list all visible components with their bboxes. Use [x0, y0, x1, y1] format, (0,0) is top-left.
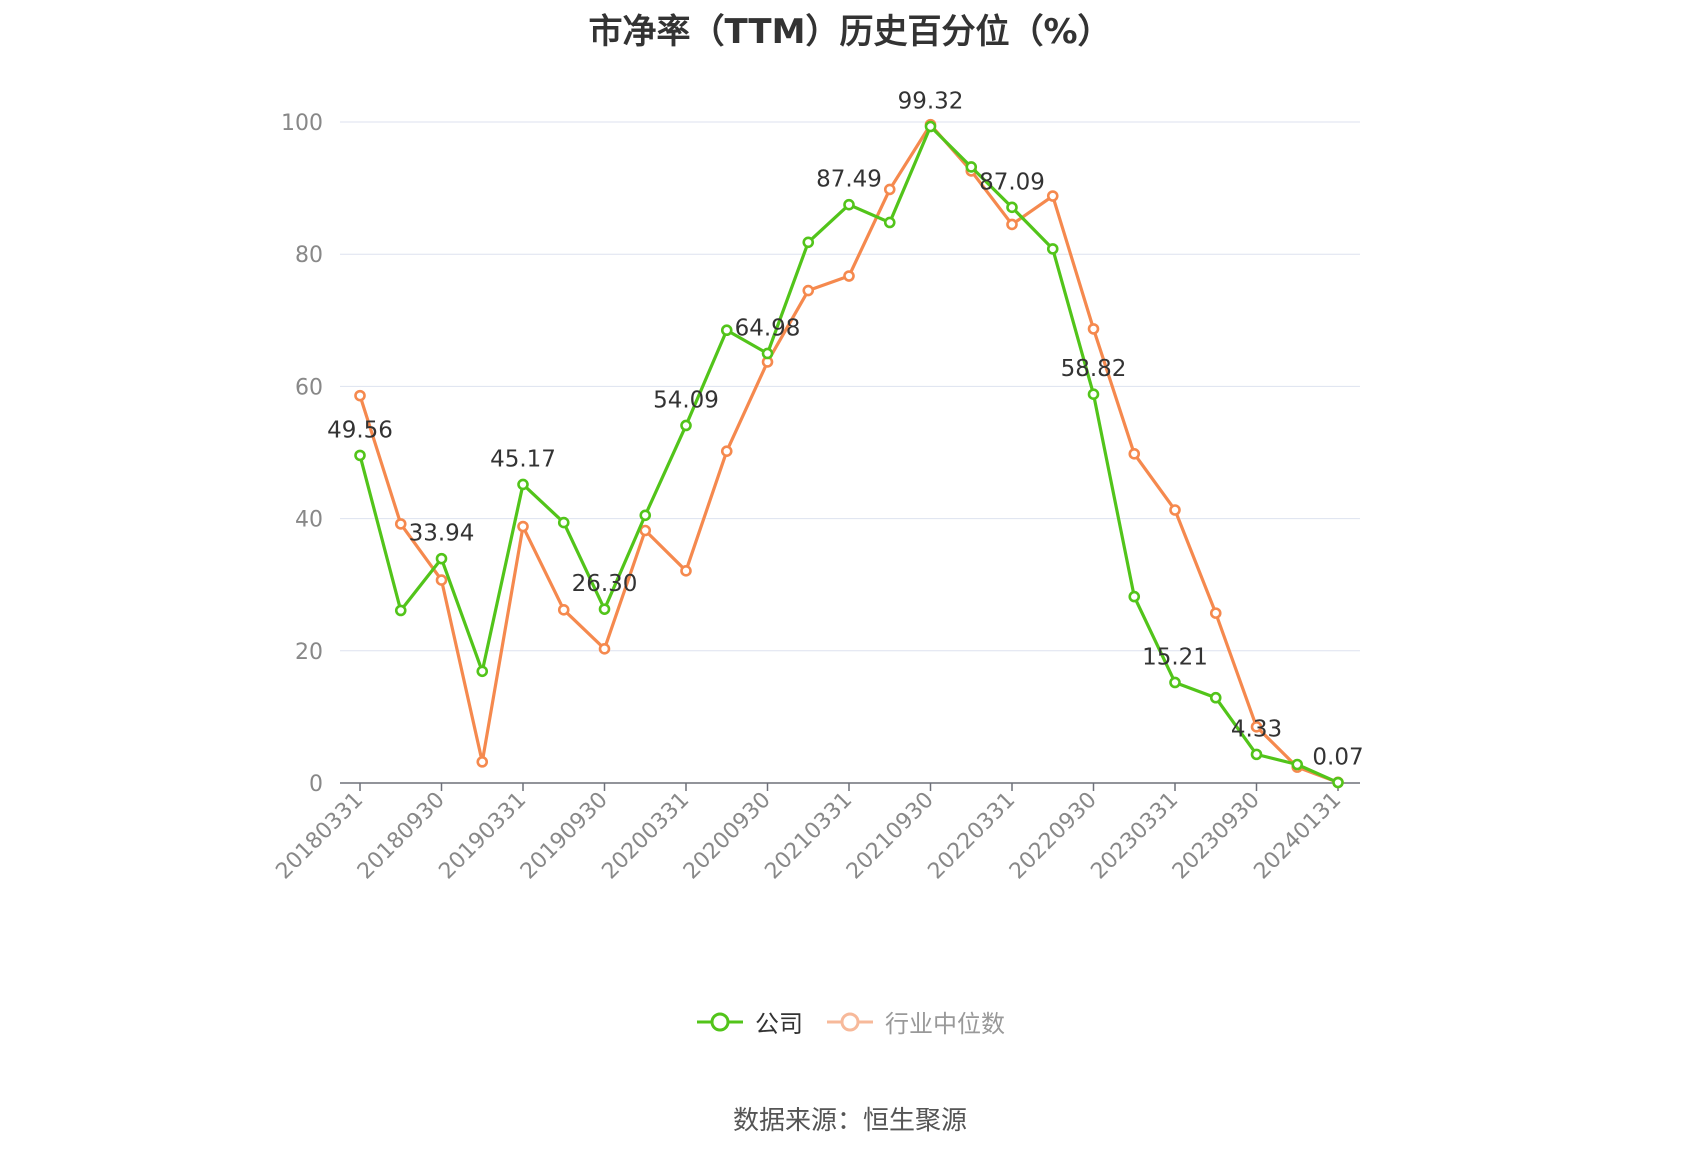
x-tick-label: 20200930 — [679, 788, 776, 885]
x-tick-label: 20180930 — [353, 788, 450, 885]
data-point — [354, 449, 366, 462]
data-point — [924, 120, 937, 133]
data-point — [1209, 607, 1222, 619]
data-point — [557, 516, 570, 529]
x-tick-label: 20220331 — [923, 788, 1020, 885]
y-tick-label: 0 — [309, 772, 323, 797]
data-point — [965, 161, 978, 173]
x-tick-label: 20230331 — [1086, 788, 1183, 885]
data-label: 15.21 — [1142, 644, 1208, 670]
data-point — [1209, 691, 1222, 704]
data-point — [720, 324, 733, 337]
data-point — [354, 389, 366, 402]
legend-company-marker — [697, 1012, 743, 1031]
data-label: 49.56 — [327, 417, 393, 443]
data-point — [1250, 748, 1263, 761]
data-label: 58.82 — [1061, 356, 1127, 382]
x-tick-label: 20230930 — [1168, 788, 1265, 885]
data-label: 87.09 — [979, 169, 1045, 195]
line-chart: 0 20 40 60 80 100 201803312018093020190331201… — [271, 88, 1364, 884]
x-tick-label: 20240131 — [1249, 788, 1346, 885]
legend-company-label: 公司 — [755, 1010, 803, 1038]
data-point — [394, 604, 407, 617]
data-point — [1087, 388, 1100, 400]
data-label: 45.17 — [490, 446, 556, 472]
data-labels: 49.56 33.94 45.17 26.30 54.09 64.98 87.49 99.32… — [327, 88, 1364, 770]
data-point — [1046, 243, 1059, 255]
legend-item-company[interactable]: 公司 — [695, 1004, 803, 1039]
data-point — [680, 565, 692, 577]
data-point — [1046, 190, 1059, 202]
data-point — [476, 756, 489, 768]
data-point — [557, 604, 570, 616]
y-tick-label: 80 — [295, 243, 323, 268]
x-tick-label: 20190930 — [516, 788, 613, 885]
data-point — [1169, 676, 1181, 689]
data-point — [761, 347, 774, 360]
x-axis-ticks: 2018033120180930201903312019093020200331… — [271, 783, 1346, 884]
data-point — [598, 643, 611, 655]
legend: 公司 行业中位数 — [0, 1004, 1700, 1039]
series-lines — [354, 118, 1344, 789]
y-tick-label: 60 — [295, 375, 323, 400]
data-point — [435, 552, 448, 565]
x-tick-label: 20220930 — [1005, 788, 1102, 885]
data-label: 26.30 — [572, 571, 638, 597]
data-point — [883, 183, 896, 196]
data-point — [802, 284, 815, 297]
data-point — [639, 524, 652, 537]
data-point — [843, 270, 855, 282]
x-tick-label: 20200331 — [597, 788, 694, 885]
data-point — [680, 419, 692, 432]
data-point — [1006, 218, 1018, 231]
y-tick-label: 100 — [281, 111, 323, 136]
data-label: 4.33 — [1231, 716, 1282, 742]
data-point — [1128, 590, 1141, 603]
data-label: 64.98 — [735, 315, 801, 341]
data-point — [1128, 448, 1141, 460]
data-label: 54.09 — [653, 387, 719, 413]
data-label: 0.07 — [1312, 745, 1363, 771]
x-tick-label: 20210331 — [760, 788, 857, 885]
x-tick-label: 20190331 — [434, 788, 531, 885]
y-tick-label: 20 — [295, 640, 323, 665]
data-point — [802, 236, 815, 249]
data-label: 33.94 — [409, 521, 475, 547]
legend-industry-marker — [827, 1012, 873, 1031]
legend-item-industry[interactable]: 行业中位数 — [825, 1004, 1005, 1039]
data-point — [1169, 504, 1181, 516]
data-point — [517, 520, 529, 533]
data-label: 99.32 — [898, 88, 964, 114]
grid-lines — [340, 121, 1360, 652]
data-point — [1291, 758, 1304, 771]
x-tick-label: 20180331 — [271, 788, 368, 885]
data-point — [639, 509, 652, 522]
data-point — [394, 518, 407, 530]
legend-industry-label: 行业中位数 — [885, 1010, 1005, 1038]
data-point — [720, 445, 733, 457]
x-tick-label: 20210930 — [842, 788, 939, 885]
data-point — [1332, 776, 1344, 789]
y-tick-label: 40 — [295, 508, 323, 533]
data-point — [843, 198, 855, 211]
data-label: 87.49 — [816, 167, 882, 193]
y-axis-ticks: 0 20 40 60 80 100 — [281, 111, 323, 797]
data-point — [598, 603, 611, 615]
data-point — [883, 216, 896, 229]
data-source: 数据来源：恒生聚源 — [732, 1106, 967, 1136]
chart-title: 市净率（TTM）历史百分位（%） — [588, 12, 1112, 52]
data-point — [1250, 721, 1263, 733]
data-point — [1087, 323, 1100, 335]
data-point — [435, 574, 448, 586]
data-point — [476, 665, 489, 678]
data-point — [1006, 201, 1018, 214]
data-point — [517, 478, 529, 491]
